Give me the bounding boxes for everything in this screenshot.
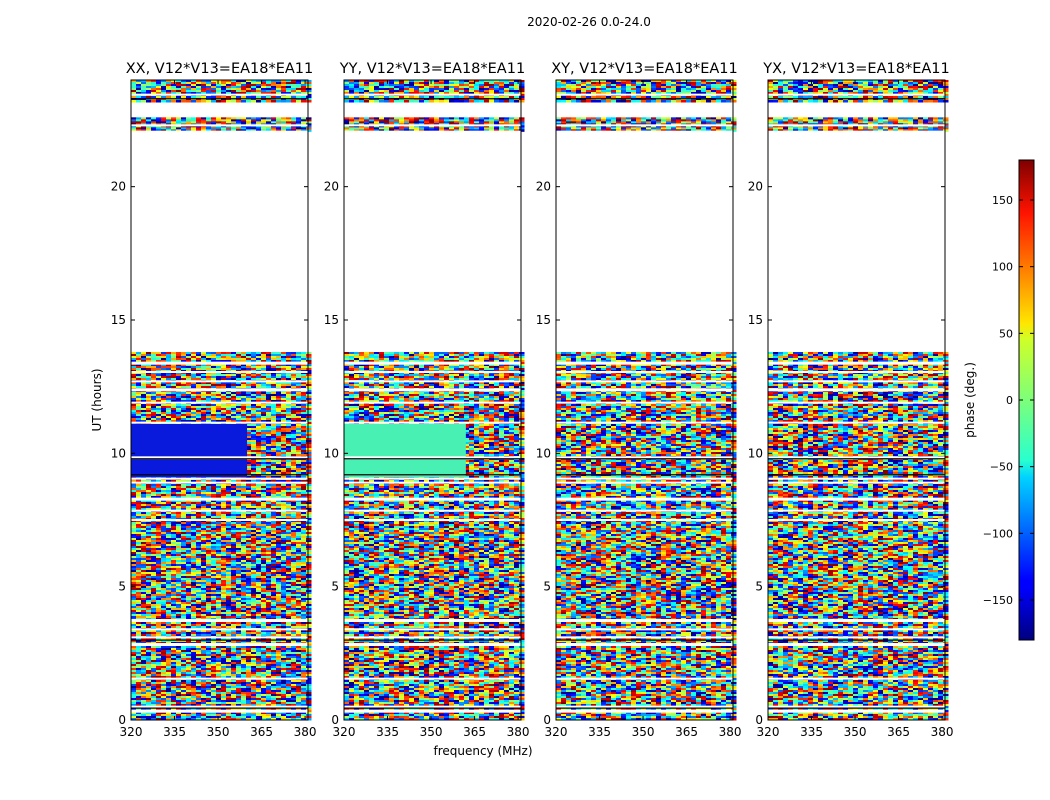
colorbar-label: phase (deg.) bbox=[963, 362, 977, 438]
no-data-gap bbox=[344, 130, 521, 352]
y-tick-label: 20 bbox=[111, 180, 126, 194]
panel-2: YY, V12*V13=EA18*EA11 320 335 350 365 380 0 5 10… bbox=[324, 61, 530, 739]
y-tick-label: 15 bbox=[536, 313, 551, 327]
panel-frame bbox=[767, 79, 946, 721]
phase-heatmap bbox=[556, 80, 737, 721]
x-tick-label: 365 bbox=[675, 725, 698, 739]
y-tick-label: 5 bbox=[331, 580, 339, 594]
flagged-rows bbox=[768, 93, 945, 713]
y-tick-label: 20 bbox=[748, 180, 763, 194]
x-tick-label: 380 bbox=[507, 725, 530, 739]
colorbar-tick-label: 50 bbox=[999, 327, 1013, 340]
y-tick-label: 10 bbox=[324, 446, 339, 460]
panels: XX, V12*V13=EA18*EA11 320 335 350 365 380 0 5 10… bbox=[111, 61, 954, 739]
y-tick-label: 0 bbox=[543, 713, 551, 727]
figure-title: 2020-02-26 0.0-24.0 bbox=[527, 15, 651, 29]
x-tick-label: 335 bbox=[588, 725, 611, 739]
no-data-gap bbox=[131, 130, 308, 352]
no-data-gap bbox=[556, 130, 733, 352]
colorbar-tick-label: 100 bbox=[992, 261, 1013, 274]
colorbar-tick-label: −50 bbox=[990, 461, 1013, 474]
flagged-rows bbox=[344, 93, 521, 713]
y-tick-label: 5 bbox=[543, 580, 551, 594]
x-tick-label: 335 bbox=[800, 725, 823, 739]
x-tick-label: 365 bbox=[887, 725, 910, 739]
x-tick-label: 335 bbox=[163, 725, 186, 739]
y-tick-label: 0 bbox=[755, 713, 763, 727]
x-tick-label: 320 bbox=[333, 725, 356, 739]
panel-title: XY, V12*V13=EA18*EA11 bbox=[551, 61, 737, 77]
y-tick-label: 15 bbox=[748, 313, 763, 327]
colorbar-tick-label: −150 bbox=[983, 594, 1013, 607]
y-tick-label: 5 bbox=[118, 580, 126, 594]
coherent-phase-block bbox=[344, 424, 466, 478]
colorbar-tick-label: −100 bbox=[983, 527, 1013, 540]
x-tick-label: 350 bbox=[844, 725, 867, 739]
colorbar-tick-label: 0 bbox=[1006, 394, 1013, 407]
panel-1: XX, V12*V13=EA18*EA11 320 335 350 365 380 0 5 10… bbox=[111, 61, 317, 739]
y-tick-label: 15 bbox=[324, 313, 339, 327]
y-tick-label: 0 bbox=[118, 713, 126, 727]
panel-frame bbox=[555, 79, 734, 721]
y-tick-label: 5 bbox=[755, 580, 763, 594]
x-tick-label: 365 bbox=[463, 725, 486, 739]
coherent-phase-block bbox=[131, 424, 248, 478]
no-data-gap bbox=[768, 130, 945, 352]
colorbar-tick-label: 150 bbox=[992, 194, 1013, 207]
y-tick-label: 10 bbox=[748, 446, 763, 460]
x-tick-label: 350 bbox=[207, 725, 230, 739]
panel-frame bbox=[130, 79, 309, 721]
y-tick-label: 10 bbox=[111, 446, 126, 460]
y-tick-label: 20 bbox=[536, 180, 551, 194]
x-tick-label: 320 bbox=[545, 725, 568, 739]
x-tick-label: 380 bbox=[931, 725, 954, 739]
x-tick-label: 350 bbox=[420, 725, 443, 739]
x-tick-label: 320 bbox=[120, 725, 143, 739]
panel-4: YX, V12*V13=EA18*EA11 320 335 350 365 380 0 5 10… bbox=[748, 61, 954, 739]
flagged-rows bbox=[131, 93, 308, 713]
y-tick-label: 15 bbox=[111, 313, 126, 327]
x-tick-label: 335 bbox=[376, 725, 399, 739]
x-tick-label: 380 bbox=[719, 725, 742, 739]
x-tick-label: 350 bbox=[632, 725, 655, 739]
y-tick-label: 20 bbox=[324, 180, 339, 194]
panel-3: XY, V12*V13=EA18*EA11 320 335 350 365 380 0 5 10… bbox=[536, 61, 742, 739]
y-tick-label: 10 bbox=[536, 446, 551, 460]
y-axis-label: UT (hours) bbox=[90, 368, 104, 431]
panel-title: XX, V12*V13=EA18*EA11 bbox=[126, 61, 314, 77]
panel-title: YX, V12*V13=EA18*EA11 bbox=[762, 61, 949, 77]
x-tick-label: 320 bbox=[757, 725, 780, 739]
panel-title: YY, V12*V13=EA18*EA11 bbox=[339, 61, 525, 77]
panel-frame bbox=[343, 79, 522, 721]
x-tick-label: 365 bbox=[250, 725, 273, 739]
x-axis-label: frequency (MHz) bbox=[433, 744, 532, 758]
x-tick-label: 380 bbox=[294, 725, 317, 739]
y-tick-label: 0 bbox=[331, 713, 339, 727]
colorbar: 150 100 50 0 −50 −100 −150 bbox=[983, 159, 1035, 641]
flagged-rows bbox=[556, 93, 733, 713]
